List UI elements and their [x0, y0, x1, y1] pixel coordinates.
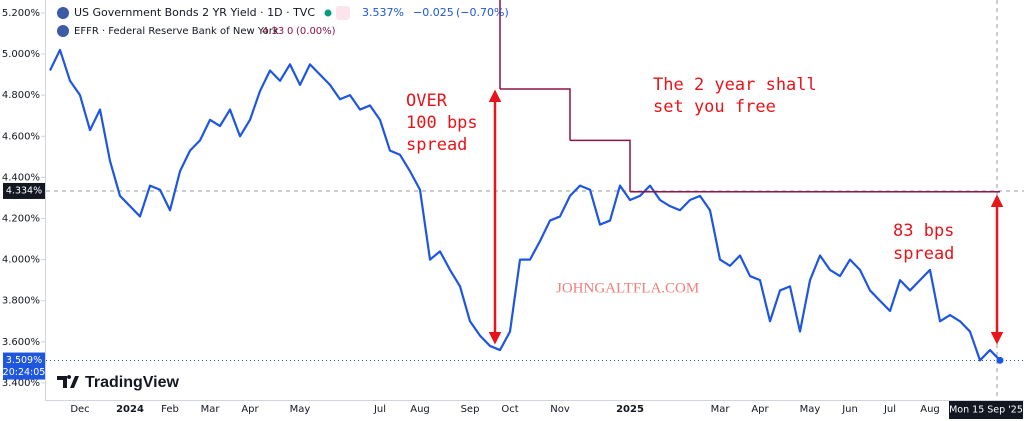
x-tick-label: Sep — [461, 404, 480, 415]
countdown-label: 20:24:05 — [3, 367, 46, 378]
y-tick-label: 5.200% — [2, 8, 40, 19]
annotation: OVER — [406, 91, 448, 111]
last-point — [996, 356, 1004, 364]
y-tick-label: 4.400% — [2, 172, 40, 183]
legend-series-name[interactable]: EFFR · Federal Reserve Bank of New York — [74, 26, 279, 37]
flag-icon — [57, 7, 69, 19]
annotation: spread — [406, 135, 467, 155]
y-tick-label: 3.400% — [2, 378, 40, 389]
legend-last: 4.33 — [262, 26, 284, 37]
x-tick-label: Dec — [70, 404, 89, 415]
legend-change-pct: (0.00%) — [296, 26, 336, 37]
y-tick-label: 4.800% — [2, 90, 40, 101]
effr-step — [499, 0, 501, 90]
x-tick-label: Nov — [550, 404, 570, 415]
legend-change: −0.025 — [413, 6, 454, 19]
annotation: 100 bps — [406, 113, 478, 133]
x-tick-label: May — [800, 404, 821, 415]
x-tick-label: Feb — [161, 404, 179, 415]
legend-last: 3.537% — [362, 6, 404, 19]
x-tick-label: Jul — [883, 404, 896, 415]
x-tick-label: Jul — [373, 404, 386, 415]
last-price-bg — [3, 352, 45, 380]
x-tick-label: 2024 — [116, 404, 144, 415]
legend-panel — [52, 3, 357, 43]
crosshair-label: 4.334% — [6, 185, 42, 196]
crosshair-date: Mon 15 Sep '25 — [949, 405, 1023, 416]
status-dot — [324, 9, 332, 17]
flag-icon — [57, 25, 69, 37]
last-price-label: 3.509% — [6, 355, 42, 366]
watermark: JOHNGALTFLA.COM — [556, 280, 699, 296]
yield-line — [49, 48, 1001, 362]
legend-change: 0 — [287, 26, 293, 37]
x-tick-label: Mar — [201, 404, 221, 415]
x-tick-label: May — [290, 404, 311, 415]
annotation: 83 bps — [893, 221, 954, 241]
y-tick-label: 5.000% — [2, 49, 40, 60]
x-tick-label: Apr — [241, 404, 259, 415]
annotation: spread — [893, 244, 954, 264]
y-tick-label: 4.200% — [2, 213, 40, 224]
crosshair-date-bg — [949, 401, 1023, 419]
x-tick-label: Jun — [841, 404, 858, 415]
x-tick-label: 2025 — [616, 404, 644, 415]
y-tick-label: 3.600% — [2, 337, 40, 348]
logo-icon — [57, 375, 79, 388]
x-tick-label: Oct — [501, 404, 518, 415]
annotation: set you free — [653, 97, 776, 117]
y-tick-label: 3.800% — [2, 296, 40, 307]
x-tick-label: Aug — [920, 404, 940, 415]
annotation: The 2 year shall — [653, 75, 817, 95]
y-tick-label: 4.000% — [2, 255, 40, 266]
legend-change-pct: (−0.70%) — [456, 6, 509, 19]
x-tick-label: Apr — [751, 404, 769, 415]
effr-step — [620, 139, 631, 192]
y-tick-label: 4.600% — [2, 131, 40, 142]
x-tick-label: Aug — [410, 404, 430, 415]
legend-series-name[interactable]: US Government Bonds 2 YR Yield · 1D · TV… — [74, 6, 315, 19]
x-tick-label: Mar — [711, 404, 731, 415]
status-icon — [336, 6, 350, 20]
crosshair-label-bg — [3, 182, 45, 199]
effr-step — [560, 88, 571, 141]
logo-text: TradingView — [85, 374, 180, 391]
